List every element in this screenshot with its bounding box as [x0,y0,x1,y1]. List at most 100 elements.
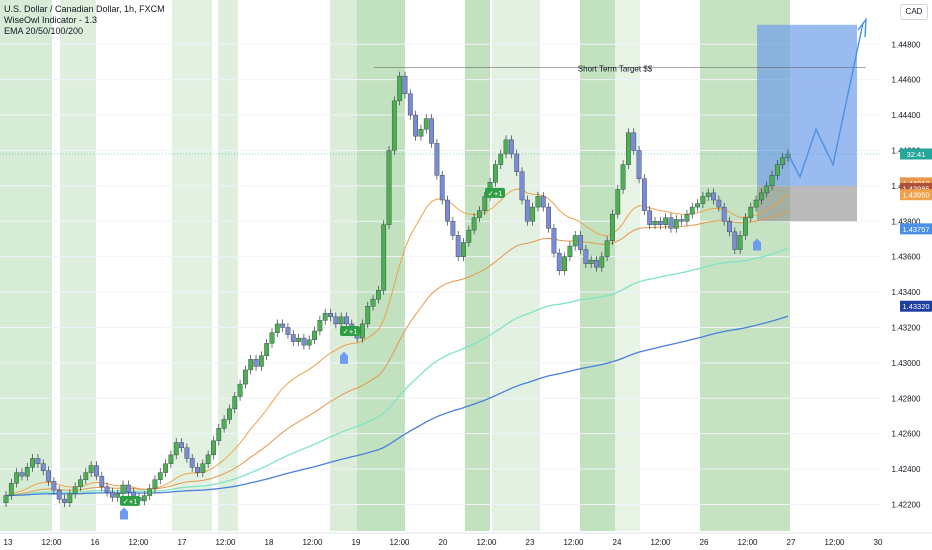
candle-body [232,396,238,410]
x-tick-label: 30 [874,538,883,547]
candle-body [535,196,541,208]
session-shade [0,0,52,531]
candle-body [328,313,333,318]
y-tick-label: 1.43000 [892,359,921,368]
x-tick-label: 12:00 [389,538,410,547]
candle-body [200,463,206,473]
candle-body [620,164,626,190]
candle-body [109,491,115,498]
candle-body [104,486,110,493]
candle-body [631,132,637,151]
candle-body [673,219,679,229]
x-tick-label: 12:00 [41,538,62,547]
candle-body [370,298,376,307]
symbol-title[interactable]: U.S. Dollar / Canadian Dollar, 1h, FXCM [4,4,165,14]
candle-body [397,75,403,102]
buy-arrow-icon [340,351,348,364]
candle-body [290,334,296,342]
candle-body [546,206,552,229]
price-tag [900,223,932,235]
candle-body [551,228,557,254]
candle-body [147,488,153,496]
y-tick-label: 1.44800 [892,40,921,49]
candle-body [253,359,259,367]
ema-200-line [5,315,789,497]
candle-body [540,196,546,208]
candle-body [769,175,775,187]
session-shade [330,0,357,531]
candle-body [14,472,20,484]
candle-body [296,337,301,342]
signal-badge-bg [485,187,505,198]
candle-body [604,240,610,257]
candle-body [195,467,200,473]
session-shade [465,0,490,531]
price-tag [900,189,932,201]
candle-body [780,157,786,165]
x-tick-label: 13 [4,538,13,547]
ema-50-line [5,209,789,497]
candle-body [211,440,216,456]
candle-body [684,213,690,222]
x-tick-label: 12:00 [650,538,671,547]
candle-body [695,203,700,208]
candle-body [721,206,727,222]
candle-body [423,118,429,130]
candle-body [99,475,105,487]
x-tick-label: 16 [91,538,100,547]
candle-body [248,359,254,371]
candle-body [610,213,615,241]
candle-body [445,199,450,222]
candle-body [189,458,195,468]
price-tag [900,183,932,195]
candle-body [344,316,349,325]
signal-badge-label: ✓+1 [488,189,503,198]
candle-body [461,242,466,257]
price-tag-label: 1.43985 [902,185,929,194]
candle-body [115,493,121,498]
signal-badge: ✓+1 [340,325,360,336]
price-tag-label: 1.43950 [902,191,929,200]
candle-body [285,327,291,335]
indicator-title[interactable]: WiseOwl Indicator - 1.3 [4,15,98,25]
stop-zone [757,185,857,222]
candle-body [227,408,232,420]
candle-body [759,192,764,201]
candle-body [689,206,695,215]
candle-body [280,323,286,328]
candle-body [19,472,25,477]
candle-body [381,224,387,291]
candle-body [503,139,509,155]
candle-body [24,467,30,477]
candle-body [679,219,685,222]
candle-body [524,199,530,222]
x-tick-label: 12:00 [563,538,584,547]
x-tick-label: 20 [439,538,448,547]
candle-body [626,132,631,165]
candle-body [482,196,488,211]
currency-badge[interactable]: CAD [900,4,928,20]
candle-body [157,472,163,480]
candle-body [301,337,307,346]
candle-body [434,143,440,176]
y-tick-label: 1.44400 [892,111,921,120]
price-tag [900,177,932,189]
candle-body [562,256,567,272]
candle-body [30,458,35,468]
session-shade [172,0,212,531]
candle-body [3,495,9,503]
ema-20-line [5,188,789,497]
candle-body [312,330,317,341]
candle-body [8,483,14,496]
price-tag [900,148,932,160]
candle-body [88,465,94,473]
candle-body [599,256,605,268]
candle-body [429,118,434,144]
ema-title[interactable]: EMA 20/50/100/200 [4,26,84,36]
candle-body [407,93,413,116]
target-label: Short Term Target $$ [578,64,653,73]
candle-body [274,323,280,333]
candle-body [35,458,41,464]
candle-body [216,428,222,441]
